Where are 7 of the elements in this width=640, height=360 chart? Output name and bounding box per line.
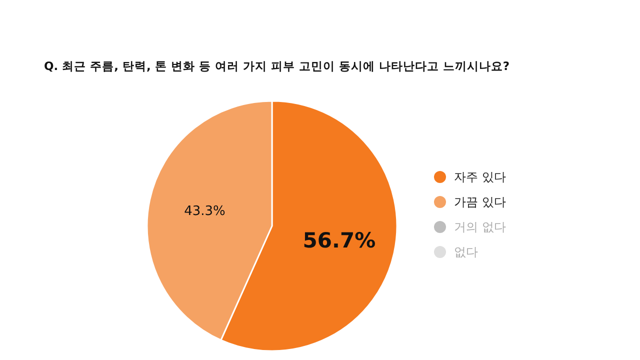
legend-label: 자주 있다	[454, 170, 506, 184]
chart-title: Q. 최근 주름, 탄력, 톤 변화 등 여러 가지 피부 고민이 동시에 나타난다고 느끼시나요?	[44, 59, 510, 73]
legend-label: 가끔 있다	[454, 195, 506, 209]
legend-label: 거의 없다	[454, 220, 506, 234]
data-label: 56.7%	[302, 228, 376, 252]
legend-label: 없다	[454, 245, 478, 259]
data-label: 43.3%	[184, 204, 226, 220]
